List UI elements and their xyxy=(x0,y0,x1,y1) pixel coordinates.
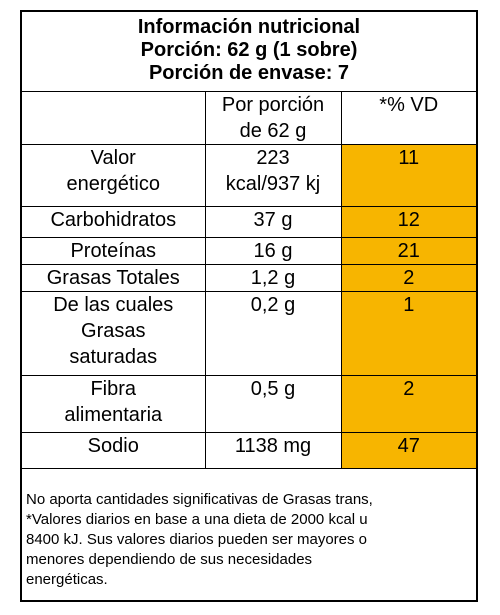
portion-size: Porción: 62 g (1 sobre) xyxy=(140,39,358,61)
nutrient-vd: 1 xyxy=(340,291,476,376)
nutrient-name: De las cuales Grasas saturadas xyxy=(22,291,206,376)
header-empty-cell xyxy=(22,92,206,145)
nutrient-amount: 223 kcal/937 kj xyxy=(204,144,342,207)
nutrient-name: Sodio xyxy=(22,432,206,469)
nutrient-name: Grasas Totales xyxy=(22,264,206,292)
nutrient-amount: 0,5 g xyxy=(204,375,342,433)
nutrient-amount: 1,2 g xyxy=(204,264,342,292)
nutrient-vd: 21 xyxy=(340,237,476,265)
label-header: Información nutricional Porción: 62 g (1… xyxy=(22,12,476,92)
label-title: Información nutricional xyxy=(137,16,361,38)
nutrient-name: Fibra alimentaria xyxy=(22,375,206,433)
nutrient-amount: 0,2 g xyxy=(204,291,342,376)
table-row: Fibra alimentaria 0,5 g 2 xyxy=(22,375,476,433)
nutrient-name: Carbohidratos xyxy=(22,206,206,238)
nutrient-vd: 2 xyxy=(340,264,476,292)
per-portion-header: Por porción de 62 g xyxy=(204,92,342,145)
vd-header: *% VD xyxy=(340,92,476,145)
table-row: Grasas Totales 1,2 g 2 xyxy=(22,264,476,292)
table-header-row: Por porción de 62 g *% VD xyxy=(22,92,476,145)
nutrition-label: Información nutricional Porción: 62 g (1… xyxy=(20,10,478,602)
nutrition-table: Por porción de 62 g *% VD Valor energétic… xyxy=(22,92,476,469)
nutrient-amount: 1138 mg xyxy=(204,432,342,469)
nutrient-amount: 16 g xyxy=(204,237,342,265)
nutrient-vd: 2 xyxy=(340,375,476,433)
table-row: Sodio 1138 mg 47 xyxy=(22,432,476,469)
nutrient-amount: 37 g xyxy=(204,206,342,238)
table-row: Proteínas 16 g 21 xyxy=(22,237,476,265)
footnote: No aporta cantidades significativas de G… xyxy=(26,491,373,588)
portions-per-package: Porción de envase: 7 xyxy=(148,62,350,84)
nutrient-name: Valor energético xyxy=(22,144,206,207)
table-row: Carbohidratos 37 g 12 xyxy=(22,206,476,238)
nutrient-name: Proteínas xyxy=(22,237,206,265)
table-row: De las cuales Grasas saturadas 0,2 g 1 xyxy=(22,291,476,376)
nutrient-vd: 47 xyxy=(340,432,476,469)
nutrient-vd: 12 xyxy=(340,206,476,238)
table-row: Valor energético 223 kcal/937 kj 11 xyxy=(22,144,476,207)
nutrient-vd: 11 xyxy=(340,144,476,207)
